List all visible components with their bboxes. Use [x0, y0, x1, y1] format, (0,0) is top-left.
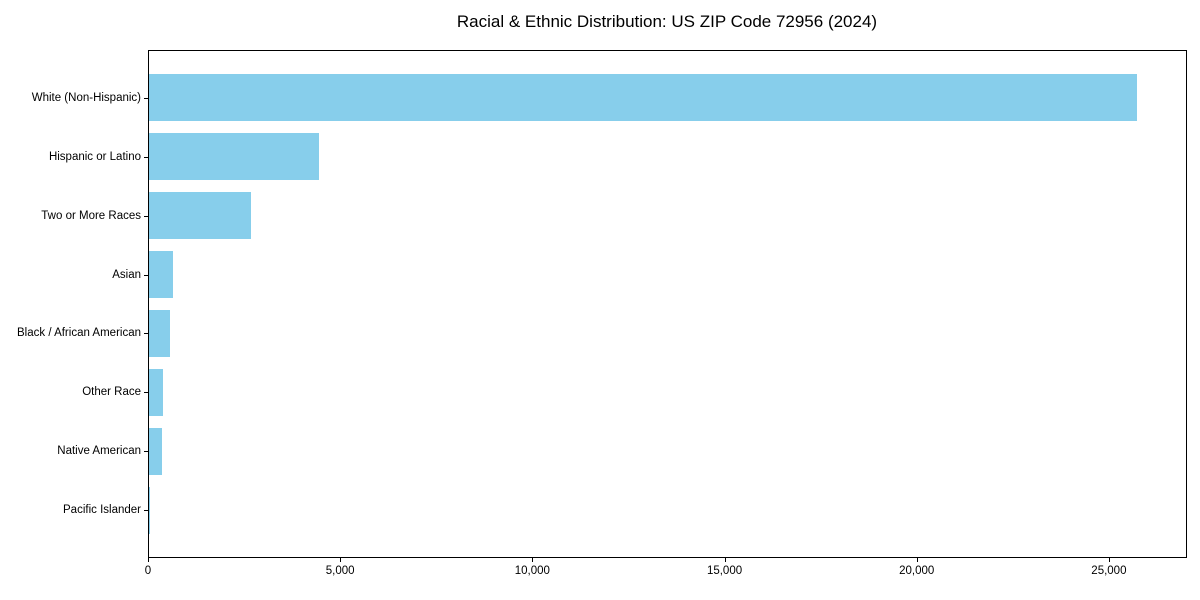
y-tick-mark: [144, 333, 148, 335]
x-tick-mark: [916, 558, 918, 562]
x-tick-mark: [148, 558, 149, 562]
y-axis-label: Native American: [57, 445, 141, 458]
y-axis: White (Non-Hispanic) Hispanic or Latino Tw…: [0, 51, 141, 557]
y-axis-label: Hispanic or Latino: [48, 150, 141, 163]
x-axis-tick-label: 25,000: [1091, 565, 1127, 577]
y-tick-mark: [144, 215, 148, 217]
y-tick-mark: [144, 392, 148, 394]
y-axis-label: Black / African American: [17, 327, 141, 340]
y-tick-mark: [144, 274, 148, 276]
x-tick-mark: [1108, 558, 1110, 562]
chart-title: Racial & Ethnic Distribution: US ZIP Cod…: [456, 12, 878, 31]
x-tick-mark: [340, 558, 342, 562]
x-axis-tick-label: 5,000: [325, 565, 355, 577]
y-tick-mark: [144, 97, 148, 99]
x-axis-tick-label: 15,000: [706, 565, 743, 577]
y-tick-mark: [144, 510, 148, 512]
bar: [149, 486, 150, 534]
y-axis-label: Asian: [112, 268, 141, 281]
bar: [149, 309, 171, 358]
y-axis-label: White (Non-Hispanic): [31, 91, 141, 104]
x-axis-tick-label: 0: [144, 565, 152, 577]
y-axis-label: Other Race: [82, 386, 141, 399]
bar: [149, 132, 319, 181]
bar: [149, 191, 251, 240]
y-tick-mark: [144, 156, 148, 158]
bar: [149, 74, 1137, 122]
bar: [149, 250, 174, 299]
x-axis-tick-label: 10,000: [514, 565, 550, 577]
x-tick-mark: [532, 558, 534, 562]
x-axis-tick-label: 20,000: [899, 565, 935, 577]
y-tick-mark: [144, 451, 148, 453]
x-tick-mark: [724, 558, 726, 562]
y-axis-label: Two or More Races: [41, 209, 141, 222]
bar: [149, 368, 163, 417]
plot-area: [148, 50, 1187, 558]
bar: [149, 427, 162, 476]
y-axis-label: Pacific Islander: [63, 504, 141, 517]
